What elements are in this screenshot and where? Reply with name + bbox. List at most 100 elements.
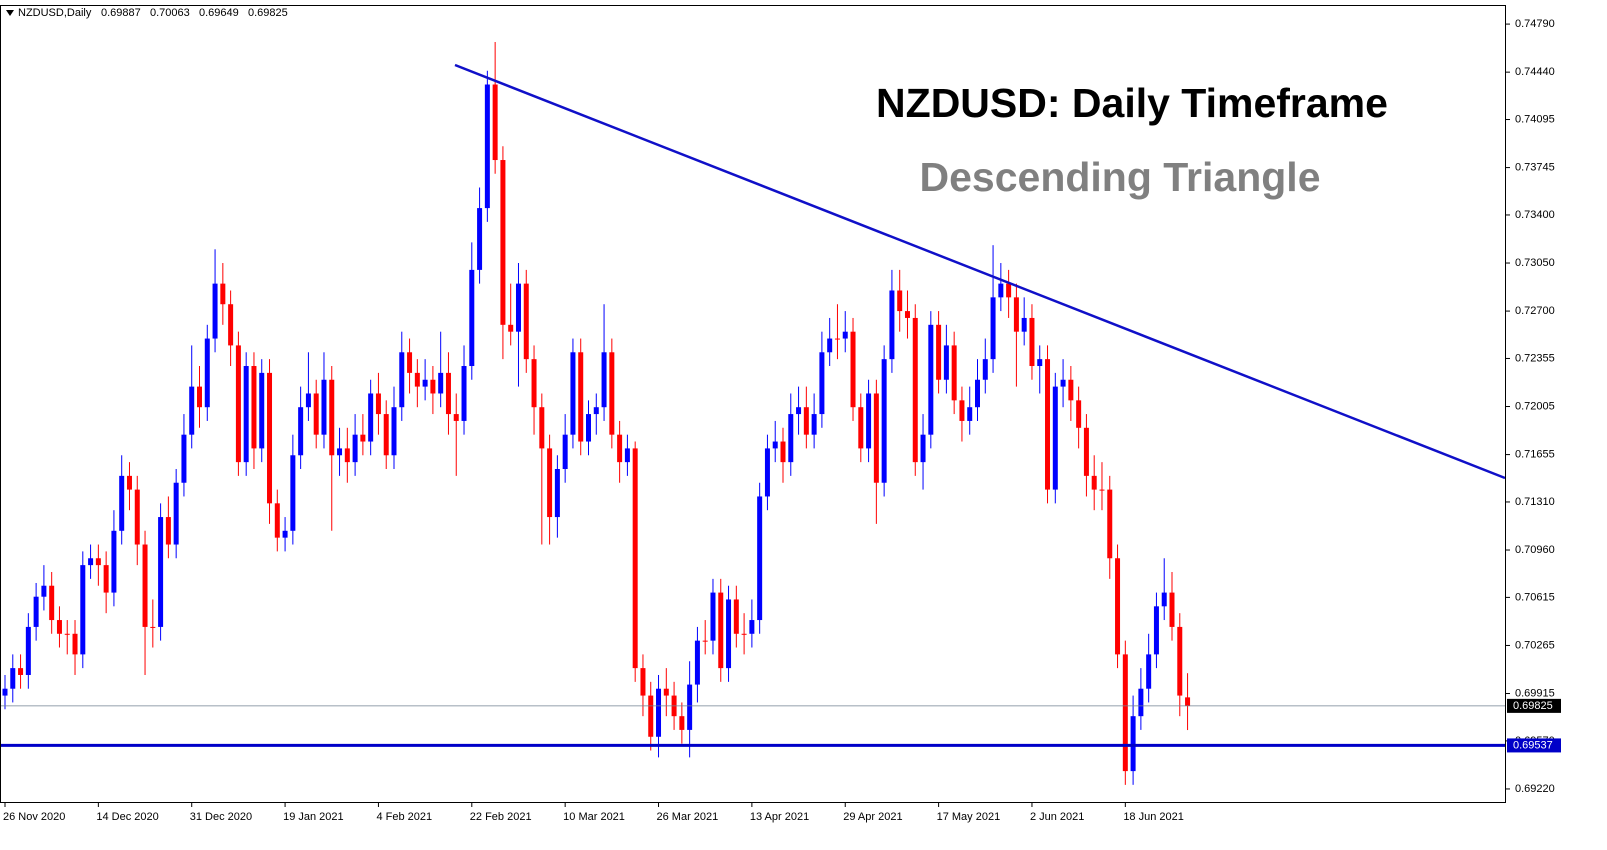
symbol: NZDUSD,Daily bbox=[18, 7, 92, 19]
candle-body bbox=[150, 626, 156, 628]
candle-body bbox=[1115, 558, 1121, 655]
candle-body bbox=[41, 585, 47, 597]
candle-body bbox=[687, 684, 693, 730]
candle-body bbox=[228, 304, 234, 346]
candle-body bbox=[772, 441, 778, 449]
candle-body bbox=[827, 338, 833, 353]
candle-body bbox=[1099, 489, 1105, 491]
candle-body bbox=[1138, 688, 1144, 717]
candle-body bbox=[858, 407, 864, 449]
candle-body bbox=[438, 372, 444, 394]
y-tick-label: 0.72005 bbox=[1515, 400, 1555, 412]
candle-body bbox=[375, 393, 381, 415]
candle-body bbox=[873, 393, 879, 483]
candle-body bbox=[2, 688, 8, 696]
ohlc-open: 0.69887 bbox=[101, 7, 141, 19]
price-label: 0.69825 bbox=[1513, 700, 1553, 712]
candle-body bbox=[72, 633, 78, 655]
candle-body bbox=[111, 530, 117, 593]
candle-body bbox=[391, 407, 397, 456]
candle-body bbox=[173, 482, 179, 545]
candle-body bbox=[1076, 400, 1082, 428]
candle-body bbox=[547, 448, 553, 518]
x-tick-label: 2 Jun 2021 bbox=[1030, 811, 1084, 823]
candle-body bbox=[18, 668, 24, 675]
candle-body bbox=[648, 695, 654, 737]
x-tick-label: 29 Apr 2021 bbox=[843, 811, 902, 823]
candle-body bbox=[251, 366, 257, 449]
candle-body bbox=[656, 688, 662, 737]
candles bbox=[2, 41, 1191, 785]
symbol-icon bbox=[6, 10, 14, 16]
candle-body bbox=[702, 640, 708, 642]
candle-body bbox=[383, 414, 389, 456]
plot-frame bbox=[0, 5, 1506, 803]
y-tick-label: 0.73745 bbox=[1515, 161, 1555, 173]
candle-body bbox=[959, 400, 965, 421]
y-tick-label: 0.69220 bbox=[1515, 783, 1555, 795]
candle-body bbox=[56, 620, 62, 634]
candle-body bbox=[694, 640, 700, 685]
candle-body bbox=[134, 489, 140, 545]
x-tick-label: 22 Feb 2021 bbox=[470, 811, 532, 823]
x-tick-label: 4 Feb 2021 bbox=[376, 811, 432, 823]
candle-body bbox=[1185, 697, 1191, 706]
candle-body bbox=[1052, 386, 1058, 490]
candle-body bbox=[414, 372, 420, 387]
price-label-box bbox=[1507, 698, 1561, 713]
candle-body bbox=[407, 352, 413, 373]
candle-body bbox=[1177, 626, 1183, 696]
candle-body bbox=[1045, 359, 1051, 490]
x-tick-label: 31 Dec 2020 bbox=[190, 811, 252, 823]
candle-body bbox=[1006, 283, 1012, 298]
candle-body bbox=[1091, 475, 1097, 490]
candle-body bbox=[803, 407, 809, 435]
candle-body bbox=[1130, 716, 1136, 772]
candle-body bbox=[158, 517, 164, 627]
candle-body bbox=[313, 393, 319, 435]
candle-body bbox=[586, 414, 591, 442]
candle-body bbox=[1068, 379, 1074, 401]
candle-body bbox=[570, 352, 576, 435]
support-label-box bbox=[1507, 738, 1561, 753]
candle-body bbox=[484, 84, 490, 209]
y-tick-label: 0.74095 bbox=[1515, 113, 1555, 125]
candle-body bbox=[477, 208, 483, 270]
ohlc-close: 0.69825 bbox=[248, 7, 288, 19]
x-tick-label: 18 Jun 2021 bbox=[1123, 811, 1184, 823]
candle-body bbox=[88, 558, 94, 566]
candle-body bbox=[990, 297, 996, 360]
candle-body bbox=[741, 633, 747, 635]
candle-body bbox=[912, 317, 918, 463]
candle-body bbox=[515, 283, 521, 332]
candle-body bbox=[904, 311, 910, 318]
candle-body bbox=[710, 592, 716, 641]
candle-body bbox=[749, 620, 755, 634]
candle-body bbox=[1153, 606, 1159, 655]
candle-body bbox=[33, 596, 39, 627]
candle-body bbox=[1013, 297, 1019, 332]
candle-body bbox=[733, 599, 739, 634]
candle-body bbox=[523, 283, 529, 360]
candle-body bbox=[64, 633, 70, 635]
axis-layer: 0.74790 0.74440 0.74095 0.73745 0.73400 0.730… bbox=[3, 18, 1555, 823]
candle-body bbox=[640, 668, 646, 696]
candle-body bbox=[1161, 592, 1167, 607]
candle-body bbox=[49, 585, 55, 621]
candle-body bbox=[850, 331, 856, 408]
candle-body bbox=[601, 352, 607, 408]
candle-body bbox=[617, 434, 623, 463]
y-tick-label: 0.73400 bbox=[1515, 209, 1555, 221]
y-tick-label: 0.74790 bbox=[1515, 18, 1555, 30]
candle-body bbox=[126, 475, 132, 490]
x-tick-label: 26 Mar 2021 bbox=[657, 811, 719, 823]
candle-body bbox=[1122, 654, 1128, 772]
ohlc-low: 0.69649 bbox=[199, 7, 239, 19]
candle-body bbox=[298, 407, 304, 456]
chart-subtitle: Descending Triangle bbox=[920, 154, 1321, 200]
candle-body bbox=[80, 565, 86, 655]
candle-body bbox=[10, 668, 16, 689]
candle-body bbox=[461, 366, 467, 421]
